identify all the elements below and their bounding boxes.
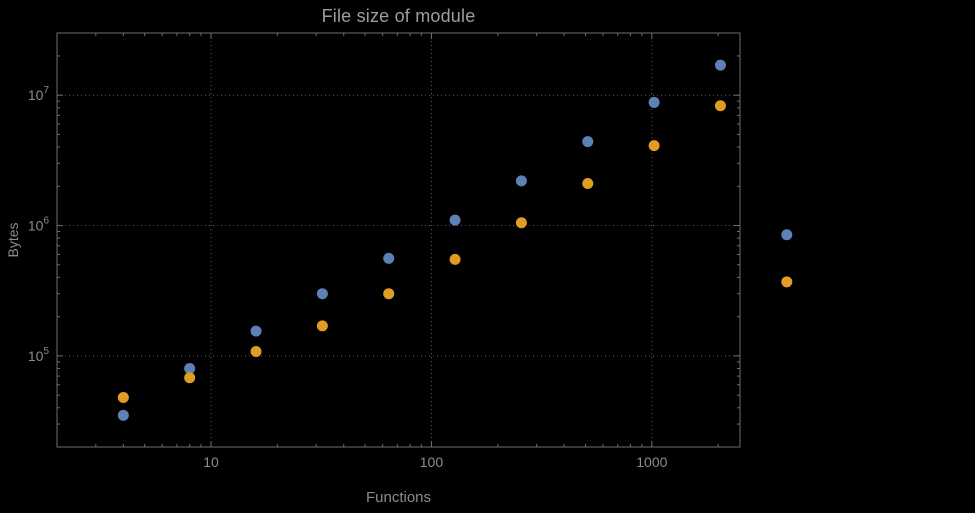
point-orange	[515, 217, 527, 229]
point-orange	[316, 320, 328, 332]
point-orange	[383, 288, 395, 300]
point-orange	[250, 346, 262, 358]
x-tick-label: 1000	[636, 454, 667, 470]
point-blue	[250, 325, 262, 337]
point-orange	[117, 391, 129, 403]
point-blue	[582, 136, 594, 148]
point-orange	[714, 100, 726, 112]
point-blue	[316, 288, 328, 300]
point-blue	[648, 96, 660, 108]
point-blue	[117, 409, 129, 421]
y-tick-label: 106	[28, 216, 50, 234]
point-orange	[449, 253, 461, 265]
point-blue	[184, 363, 196, 375]
x-tick-label: 10	[203, 454, 219, 470]
y-tick-label: 105	[28, 346, 50, 364]
point-blue	[515, 175, 527, 187]
point-blue	[383, 252, 395, 264]
x-tick-label: 100	[420, 454, 444, 470]
y-tick-label: 107	[28, 85, 50, 103]
point-orange	[582, 178, 594, 190]
x-axis-label: Functions	[365, 489, 432, 506]
point-orange	[781, 276, 793, 288]
point-orange	[648, 140, 660, 152]
plot-frame	[56, 32, 741, 448]
point-blue	[449, 214, 461, 226]
chart-title: File size of module	[321, 6, 476, 26]
point-blue	[714, 59, 726, 71]
point-blue	[781, 229, 793, 241]
point-orange	[184, 372, 196, 384]
